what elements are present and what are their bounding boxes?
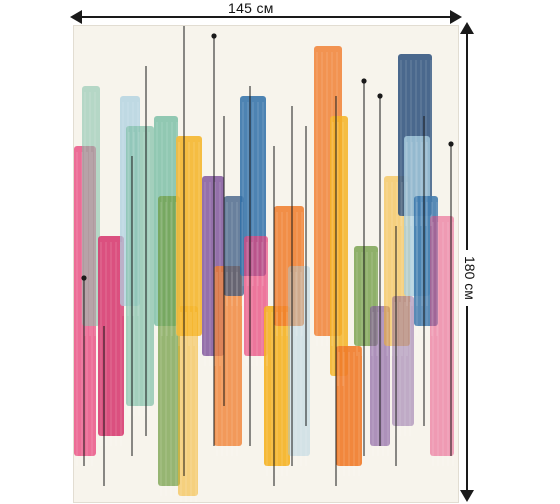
brush-stroke <box>178 306 198 496</box>
arrow-right-icon <box>450 10 462 24</box>
ink-dot <box>81 275 87 281</box>
brush-stroke <box>330 116 348 376</box>
brush-stroke <box>264 306 290 466</box>
ink-dot <box>377 93 383 99</box>
width-dimension: 145 см <box>70 0 462 24</box>
artwork-painting <box>74 26 454 502</box>
height-dimension: 180 см <box>460 22 478 502</box>
brush-stroke <box>274 206 304 326</box>
ink-dot <box>361 78 367 84</box>
arrow-up-icon <box>460 22 474 34</box>
brush-stroke <box>240 96 266 276</box>
brush-stroke <box>336 346 362 466</box>
brush-stroke <box>288 266 310 456</box>
brush-stroke <box>176 136 202 336</box>
brush-stroke <box>82 86 100 326</box>
width-dimension-line <box>72 16 460 18</box>
brush-stroke <box>224 196 244 296</box>
artwork-panel <box>74 26 458 502</box>
height-label: 180 см <box>462 250 478 306</box>
brush-stroke <box>158 196 180 486</box>
ink-dot <box>448 141 454 147</box>
arrow-left-icon <box>70 10 82 24</box>
width-label: 145 см <box>222 0 280 16</box>
brush-stroke <box>392 296 414 426</box>
brush-stroke <box>214 266 242 446</box>
ink-dot <box>211 33 217 39</box>
brush-stroke <box>430 216 454 456</box>
arrow-down-icon <box>460 490 474 502</box>
brush-stroke <box>126 126 154 406</box>
brush-stroke <box>384 176 410 346</box>
